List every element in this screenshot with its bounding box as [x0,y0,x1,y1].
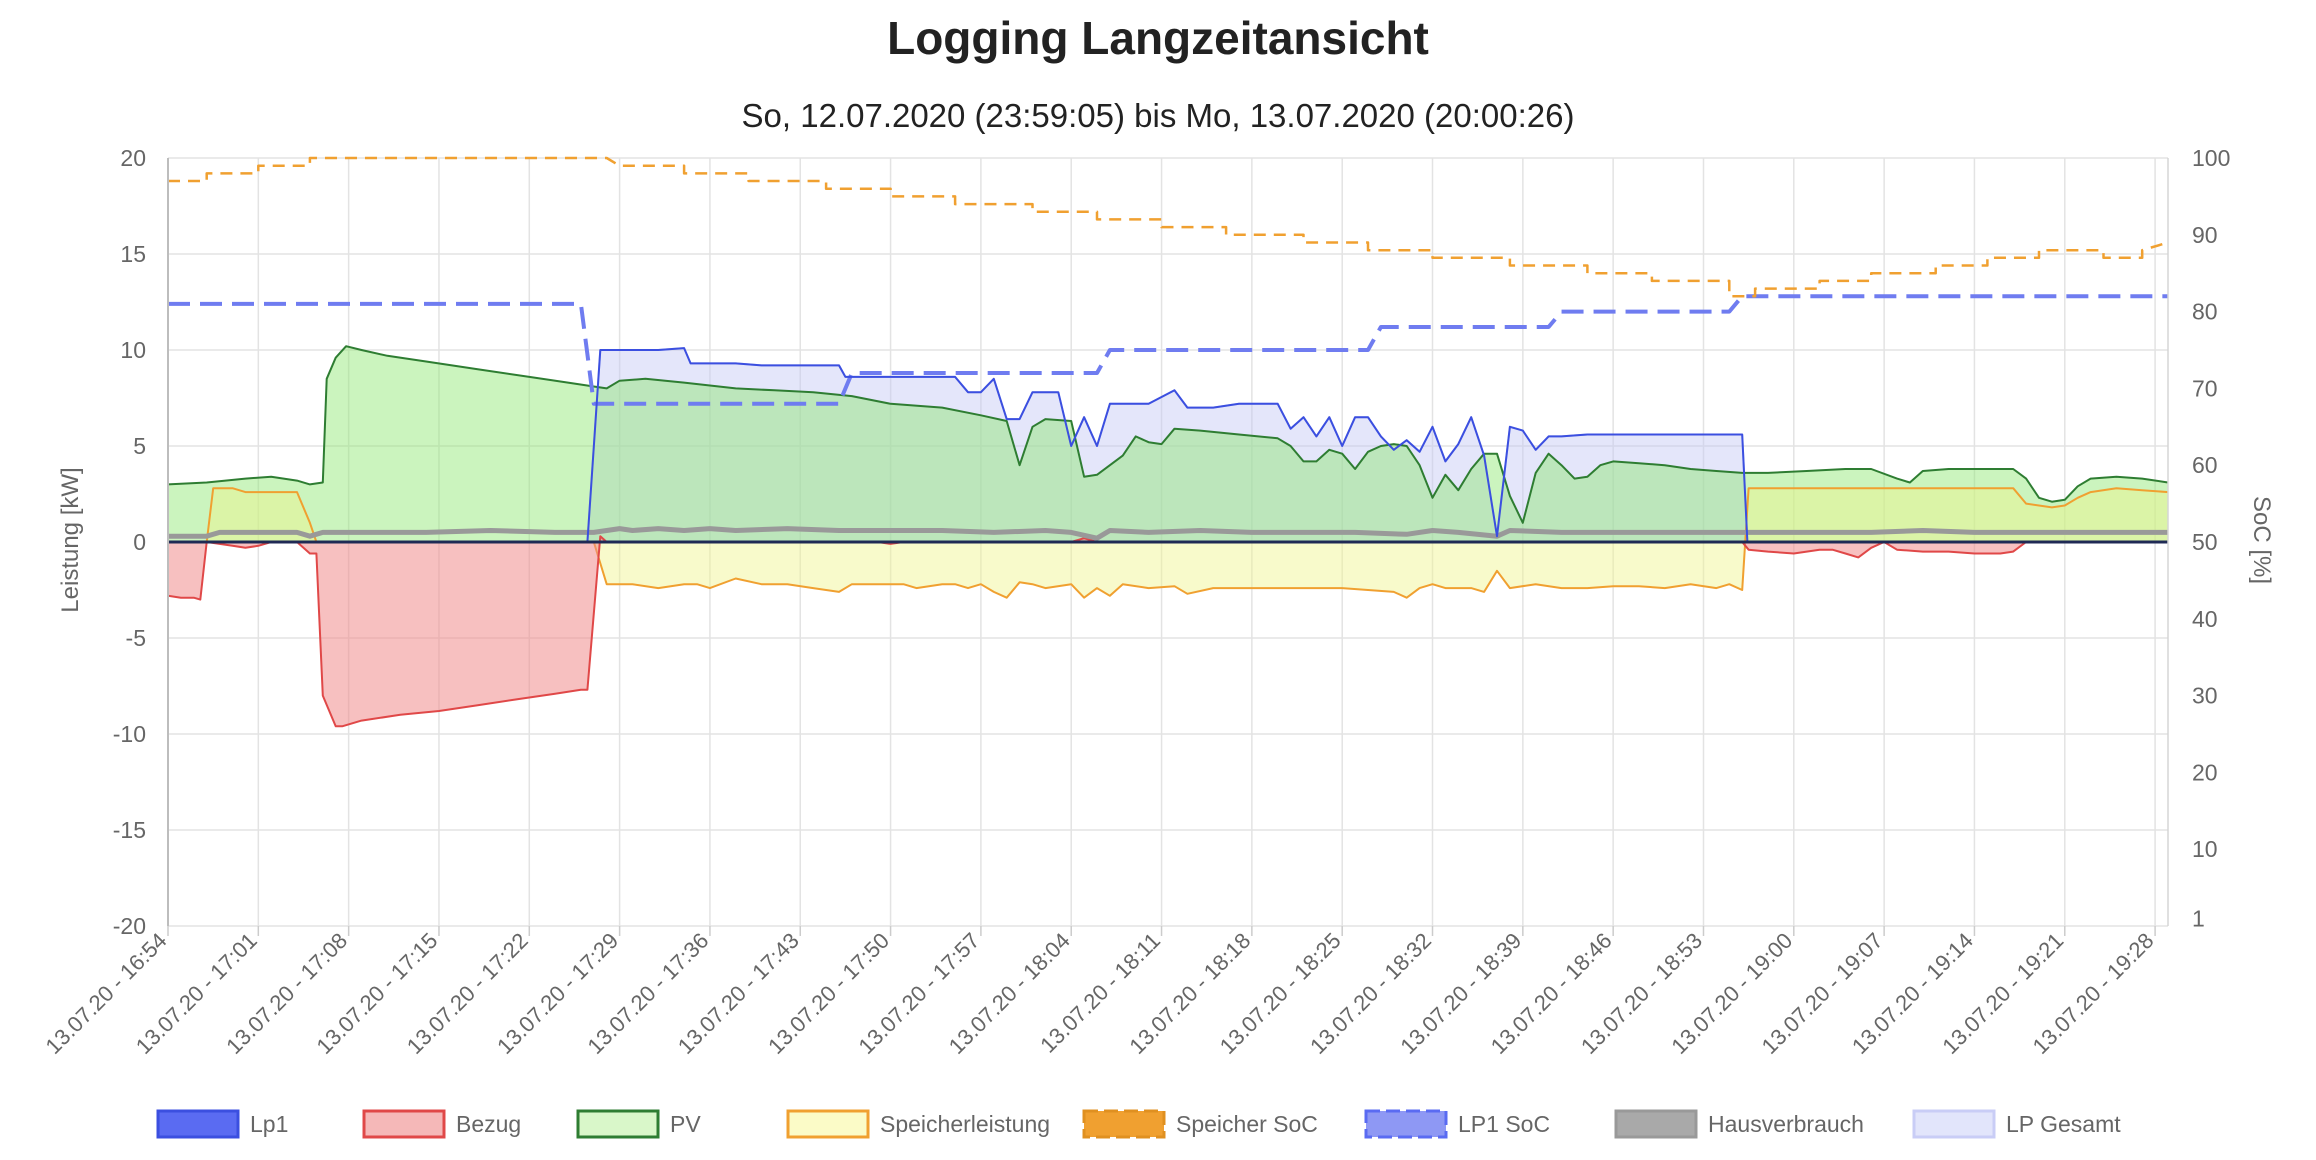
legend-swatch [156,1109,240,1139]
legend-label: Bezug [456,1111,521,1137]
legend-label: Lp1 [250,1111,288,1137]
legend-item-speicher-soc: Speicher SoC [1082,1109,1318,1139]
series-line-pv [167,345,2169,524]
legend-item-hausverbrauch: Hausverbrauch [1614,1109,1864,1139]
legend-item-lp1: Lp1 [156,1109,288,1139]
legend-swatch [1912,1109,1996,1139]
series-line-lp1-soc [168,294,2168,406]
series-line-lp1 [168,347,2168,543]
y-left-tick-label: 10 [120,337,146,363]
legend-label: LP Gesamt [2006,1111,2121,1137]
y-right-tick-label: 10 [2192,836,2218,862]
y-left-tick-label: -15 [113,817,146,843]
chart-subtitle: So, 12.07.2020 (23:59:05) bis Mo, 13.07.… [742,97,1575,134]
series-hausverbrauch [168,526,2168,541]
legend-swatch [1364,1109,1448,1139]
y-left-tick-label: -20 [113,913,146,939]
legend-item-pv: PV [576,1109,701,1139]
legend-label: Hausverbrauch [1708,1111,1864,1137]
y-left-tick-label: 0 [133,529,146,555]
series-speicher-soc [168,156,2169,298]
y-left-tick-label: -5 [126,625,146,651]
y-left-tick-label: 5 [133,433,146,459]
y-axis-right-title: SoC [%] [2248,496,2275,584]
y-right-tick-label: 30 [2192,683,2218,709]
series-area-lp-gesamt [168,348,2168,542]
y-left-tick-label: 15 [120,241,146,267]
legend-item-bezug: Bezug [362,1109,521,1139]
y-right-tick-label: 100 [2192,145,2230,171]
y-right-tick-label: 20 [2192,759,2218,785]
legend: Lp1 Bezug PV Speicherleistung Speicher SoC LP… [156,1109,2121,1139]
series-pv [167,345,2169,542]
y-right-tick-label: 60 [2192,452,2218,478]
series-lp1 [168,347,2168,543]
y-left-tick-label: -10 [113,721,146,747]
legend-label: Speicherleistung [880,1111,1050,1137]
series-area-bezug [168,536,2168,727]
legend-swatch [576,1109,660,1139]
y-right-tick-label: 50 [2192,529,2218,555]
y-right-tick-label: 1 [2192,905,2205,931]
legend-label: PV [670,1111,701,1137]
y-right-tick-label: 90 [2192,222,2218,248]
legend-item-lp-gesamt: LP Gesamt [1912,1109,2121,1139]
series-layer [167,156,2169,728]
series-area-pv [168,346,2168,542]
legend-swatch [786,1109,870,1139]
y-left-tick-label: 20 [120,145,146,171]
legend-swatch [1082,1109,1166,1139]
chart-title: Logging Langzeitansicht [887,12,1429,64]
series-line-hausverbrauch [168,526,2168,541]
y-right-tick-label: 70 [2192,375,2218,401]
legend-swatch [1614,1109,1698,1139]
y-right-tick-label: 80 [2192,299,2218,325]
series-line-speicher-soc [168,156,2169,298]
series-line-speicherleistung [168,487,2169,599]
legend-label: LP1 SoC [1458,1111,1550,1137]
y-axis-left-title: Leistung [kW] [57,467,84,612]
y-right-tick-label: 40 [2192,606,2218,632]
legend-item-lp1-soc: LP1 SoC [1364,1109,1550,1139]
legend-item-speicherleistung: Speicherleistung [786,1109,1050,1139]
series-lp1-soc [168,294,2168,406]
legend-label: Speicher SoC [1176,1111,1318,1137]
legend-swatch [362,1109,446,1139]
